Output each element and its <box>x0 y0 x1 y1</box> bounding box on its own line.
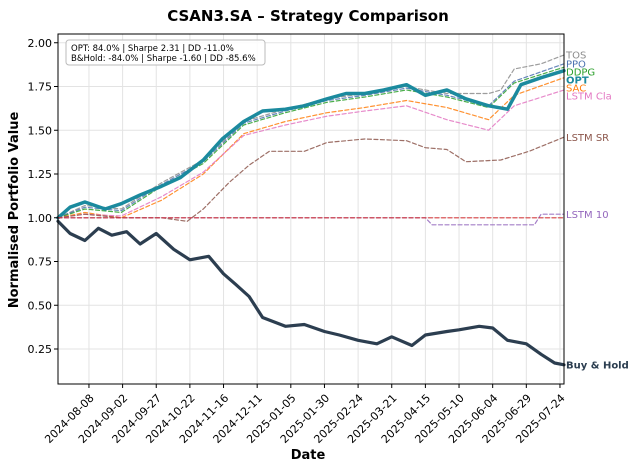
stats-line-buyhold: B&Hold: -84.0% | Sharpe -1.60 | DD -85.6… <box>71 54 256 64</box>
y-tick-label: 0.25 <box>28 343 53 356</box>
series-line-lstm-cla <box>57 89 565 219</box>
end-label-buy-hold: Buy & Hold <box>566 360 629 371</box>
series-lines <box>56 54 566 367</box>
end-label-lstm-cla: LSTM Cla <box>566 91 612 102</box>
y-tick-label: 1.75 <box>28 81 53 94</box>
y-tick-label: 1.50 <box>28 124 53 137</box>
series-line-lstm-10 <box>57 213 565 226</box>
series-line-ddpg <box>57 66 565 219</box>
end-label-sac: SAC <box>566 83 586 94</box>
end-label-tos: TOS <box>565 51 586 62</box>
end-label-opt: OPT <box>566 75 589 86</box>
end-label-lstm-sr: LSTM SR <box>566 133 609 144</box>
y-tick-label: 2.00 <box>28 37 53 50</box>
series-line-sac <box>57 77 565 219</box>
y-tick-label: 0.50 <box>28 299 53 312</box>
axis-ticks: 0.250.500.751.001.251.501.752.002024-08-… <box>28 37 568 446</box>
stats-box <box>65 39 266 66</box>
series-line-buy-hold <box>56 219 566 367</box>
plot-frame <box>57 33 565 385</box>
y-tick-label: 1.00 <box>28 212 53 225</box>
chart-title: CSAN3.SA – Strategy Comparison <box>167 7 449 25</box>
x-axis-title: Date <box>291 448 326 463</box>
grid <box>58 34 564 384</box>
stats-line-opt: OPT: 84.0% | Sharpe 2.31 | DD -11.0% <box>71 44 234 54</box>
stats-annotation: OPT: 84.0% | Sharpe 2.31 | DD -11.0% B&H… <box>65 39 266 66</box>
y-tick-label: 0.75 <box>28 256 53 269</box>
end-label-ddpg: DDPG <box>566 67 595 78</box>
series-line-tos <box>57 54 565 219</box>
y-axis-title: Normalised Portfolio Value <box>7 112 22 309</box>
end-label-lstm-10: LSTM 10 <box>566 210 609 221</box>
y-tick-label: 1.25 <box>28 168 53 181</box>
end-label-ppo: PPO <box>566 59 586 70</box>
series-line-opt <box>56 68 566 220</box>
series-line-lstm-sr <box>57 136 565 222</box>
